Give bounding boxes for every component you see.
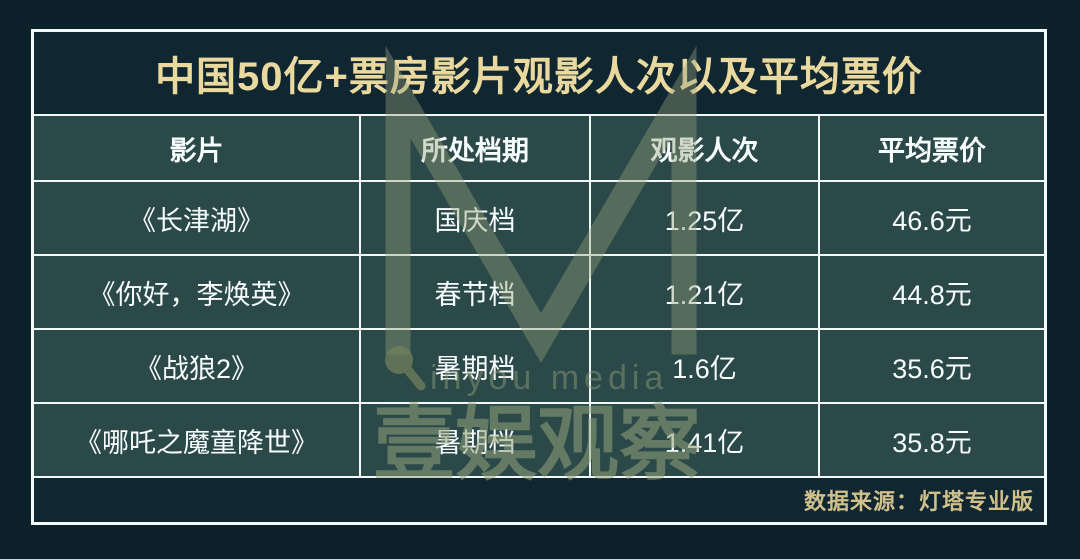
admissions-cell: 1.41亿 — [591, 404, 818, 476]
page-title: 中国50亿+票房影片观影人次以及平均票价 — [155, 55, 923, 99]
movie-title-cell: 《长津湖》 — [34, 182, 359, 254]
avg-price-cell: 44.8元 — [820, 256, 1044, 328]
title-band: 中国50亿+票房影片观影人次以及平均票价 — [34, 32, 1044, 116]
column-header-avg-ticket-price: 平均票价 — [820, 116, 1044, 180]
data-source-label: 数据来源：灯塔专业版 — [803, 489, 1034, 514]
table-panel: 中国50亿+票房影片观影人次以及平均票价 影片 所处档期 观影人次 平均票价 《… — [31, 29, 1047, 525]
movie-title-cell: 《哪吒之魔童降世》 — [34, 404, 359, 476]
avg-price-cell: 46.6元 — [820, 182, 1044, 254]
box-office-table: 影片 所处档期 观影人次 平均票价 《长津湖》 国庆档 1.25亿 46.6元 … — [34, 116, 1044, 476]
movie-title-cell: 《你好，李焕英》 — [34, 256, 359, 328]
release-period-cell: 国庆档 — [361, 182, 589, 254]
column-header-movie: 影片 — [34, 116, 359, 180]
admissions-cell: 1.25亿 — [591, 182, 818, 254]
release-period-cell: 暑期档 — [361, 330, 589, 402]
column-header-release-period: 所处档期 — [361, 116, 589, 180]
avg-price-cell: 35.6元 — [820, 330, 1044, 402]
admissions-cell: 1.6亿 — [591, 330, 818, 402]
column-header-admissions: 观影人次 — [591, 116, 818, 180]
movie-title-cell: 《战狼2》 — [34, 330, 359, 402]
release-period-cell: 暑期档 — [361, 404, 589, 476]
avg-price-cell: 35.8元 — [820, 404, 1044, 476]
footer-band: 数据来源：灯塔专业版 — [34, 476, 1044, 522]
release-period-cell: 春节档 — [361, 256, 589, 328]
admissions-cell: 1.21亿 — [591, 256, 818, 328]
